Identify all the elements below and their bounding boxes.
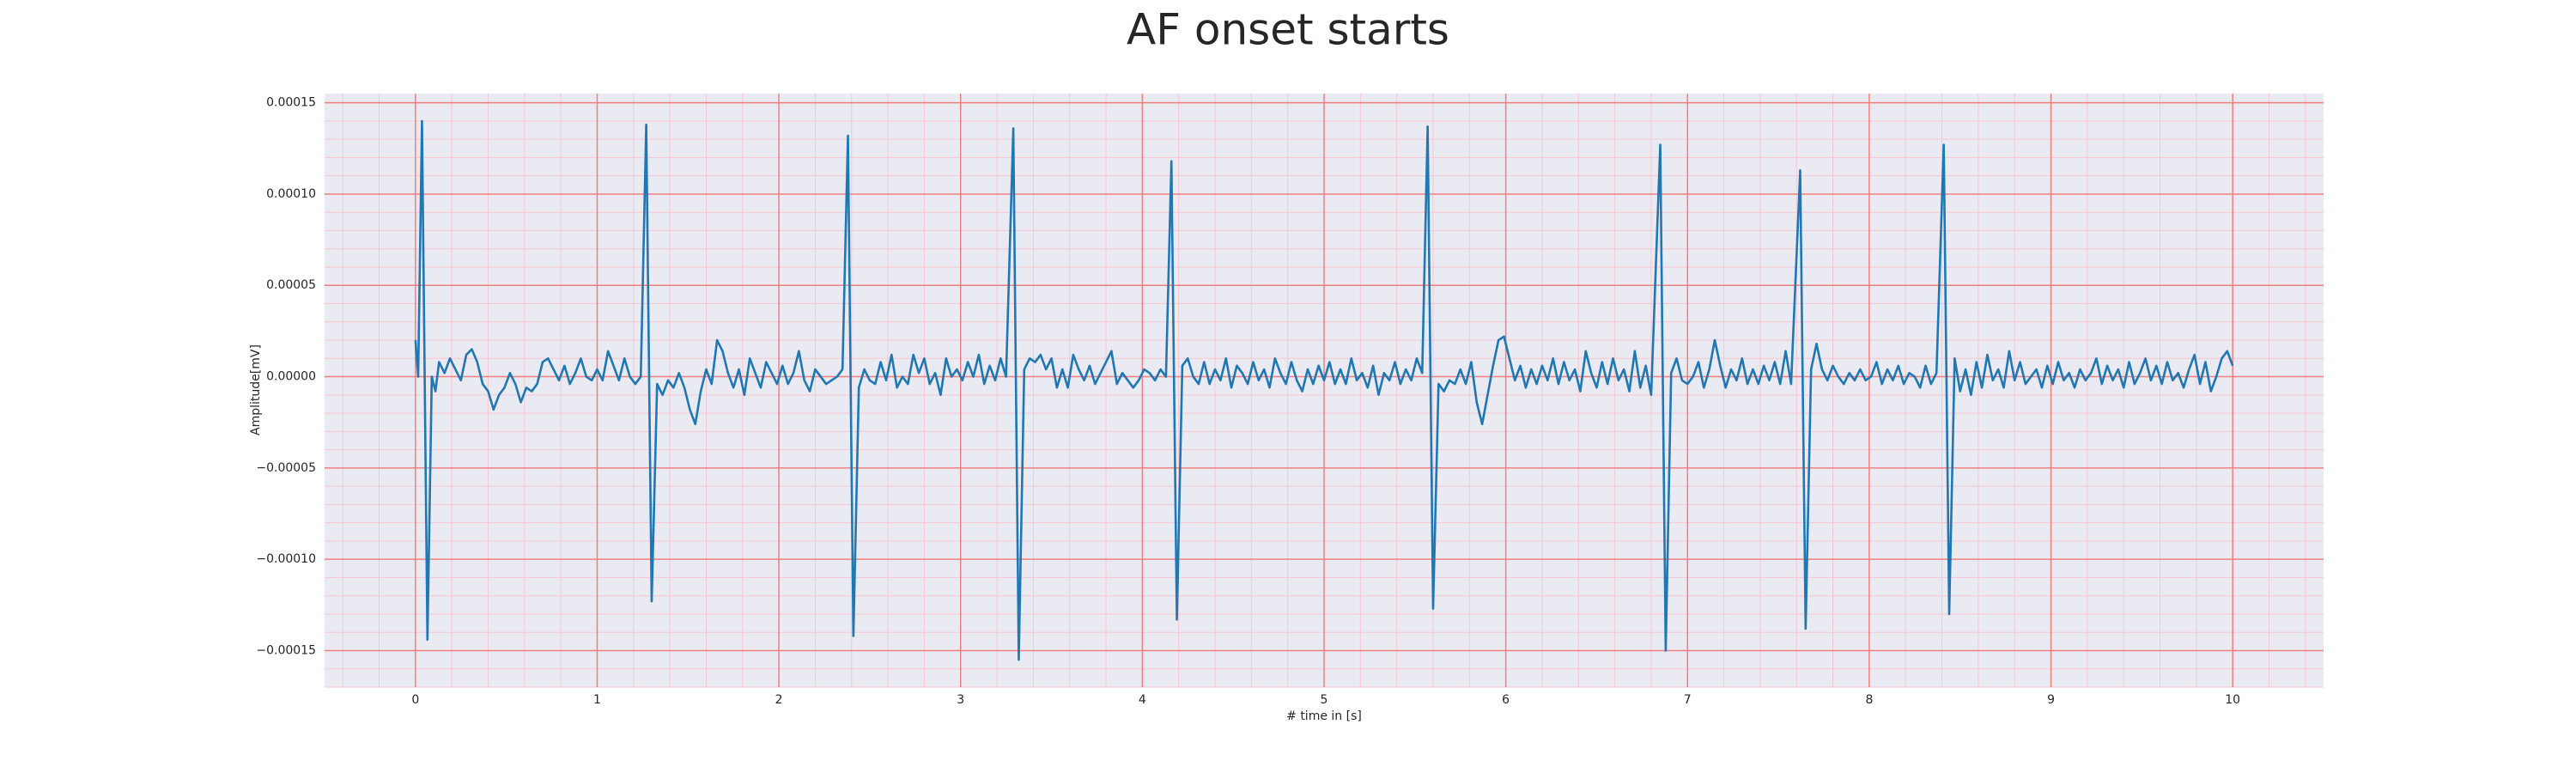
x-tick-label: 1 <box>593 693 601 707</box>
y-tick-label: 0.00005 <box>266 278 316 292</box>
x-tick-label: 5 <box>1321 693 1328 707</box>
y-tick-label: 0.00015 <box>266 96 316 110</box>
y-tick-label: −0.00010 <box>256 552 316 566</box>
y-tick-label: −0.00015 <box>256 643 316 657</box>
x-tick-label: 6 <box>1502 693 1510 707</box>
y-tick-label: 0.00000 <box>266 370 316 384</box>
x-tick-label: 7 <box>1684 693 1692 707</box>
x-tick-label: 9 <box>2047 693 2055 707</box>
x-axis-label: # time in [s] <box>1286 709 1362 723</box>
x-tick-label: 3 <box>957 693 964 707</box>
ecg-line <box>414 119 2234 661</box>
chart-title: AF onset starts <box>1127 5 1449 55</box>
x-tick-label: 4 <box>1139 693 1146 707</box>
y-tick-label: 0.00010 <box>266 187 316 201</box>
x-tick-label: 0 <box>411 693 419 707</box>
x-tick-label: 10 <box>2225 693 2240 707</box>
y-axis-label: Amplitude[mV] <box>249 344 263 435</box>
x-tick-label: 8 <box>1865 693 1873 707</box>
y-tick-label: −0.00005 <box>256 461 316 475</box>
x-tick-label: 2 <box>775 693 783 707</box>
